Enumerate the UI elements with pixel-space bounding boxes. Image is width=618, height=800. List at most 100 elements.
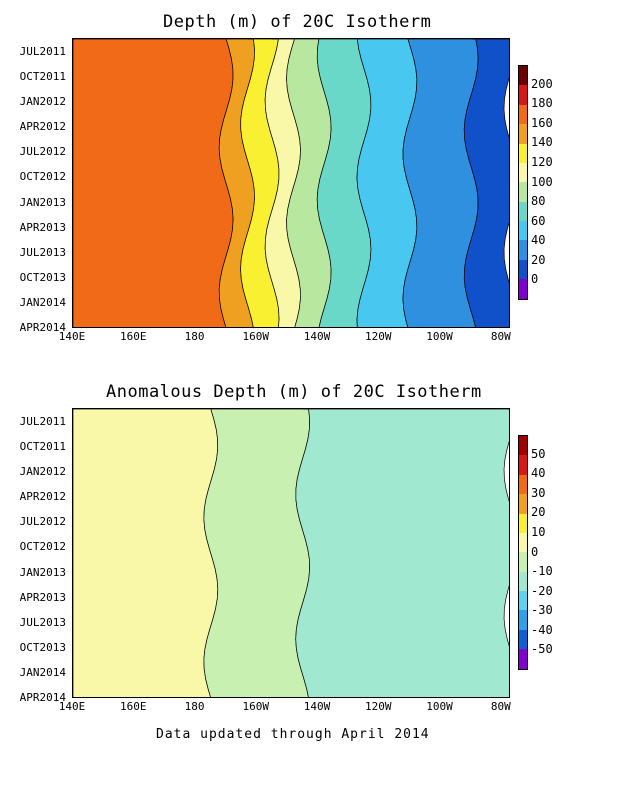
y-tick-label: APR2012: [19, 120, 66, 134]
x-tick-label: 160E: [120, 330, 147, 343]
colorbar-label: 60: [531, 213, 546, 228]
x-tick-label: 140W: [303, 330, 331, 343]
colorbar-label: 180: [531, 96, 553, 111]
chart-2-title: Anomalous Depth (m) of 20C Isotherm: [106, 382, 482, 402]
y-tick-label: OCT2011: [19, 70, 66, 84]
y-tick-label: JUL2012: [19, 515, 66, 529]
y-tick-label: OCT2013: [19, 640, 66, 654]
colorbar-swatch: [519, 124, 527, 144]
y-tick-label: JUL2011: [19, 415, 66, 428]
colorbar-swatch: [519, 513, 527, 533]
colorbar-swatch: [519, 182, 527, 202]
colorbar-label: 20: [531, 505, 546, 520]
contour-zone-0: [203, 409, 311, 697]
colorbar-label: 50: [531, 446, 546, 461]
x-tick-label: 140E: [58, 700, 86, 713]
chart-2-colorbar: [518, 435, 528, 670]
x-tick-label: 140E: [58, 330, 86, 343]
colorbar-label: 120: [531, 154, 553, 169]
colorbar-label: -20: [531, 583, 553, 598]
contour-zone--10: [295, 409, 509, 697]
colorbar-label: 20: [531, 252, 546, 267]
x-tick-label: 180: [184, 700, 205, 713]
y-tick-label: JAN2012: [19, 465, 66, 479]
colorbar-swatch: [519, 279, 527, 299]
colorbar-swatch: [519, 474, 527, 495]
y-tick-label: APR2012: [19, 490, 66, 504]
colorbar-swatch: [519, 221, 527, 241]
colorbar-swatch: [519, 162, 527, 183]
y-tick-label: JUL2011: [19, 45, 66, 58]
y-tick-label: JAN2014: [19, 295, 66, 309]
contour-zone-10: [73, 409, 219, 697]
colorbar-swatch: [519, 571, 527, 591]
colorbar-label: 100: [531, 174, 553, 189]
x-tick-label: 100W: [426, 330, 453, 343]
colorbar-swatch: [519, 104, 527, 125]
y-tick-label: JAN2014: [19, 665, 66, 679]
x-tick-label: 80W: [490, 330, 511, 343]
y-tick-label: OCT2011: [19, 440, 66, 454]
colorbar-label: 200: [531, 76, 553, 91]
data-update-note: Data updated through April 2014: [156, 727, 430, 742]
chart-2-field: [73, 409, 509, 697]
colorbar-swatch: [519, 240, 527, 260]
colorbar-label: 160: [531, 115, 553, 130]
y-tick-label: APR2014: [19, 321, 66, 334]
colorbar-label: 80: [531, 194, 546, 209]
contour-zone-20: [463, 39, 509, 327]
x-tick-label: 120W: [365, 330, 392, 343]
colorbar-label: 0: [531, 272, 539, 287]
colorbar-swatch: [519, 552, 527, 572]
y-tick-label: APR2014: [19, 691, 66, 704]
chart-1-title: Depth (m) of 20C Isotherm: [163, 12, 432, 32]
colorbar-swatch: [519, 436, 527, 456]
y-tick-label: JAN2013: [19, 565, 66, 579]
chart-1-plot-area: [72, 38, 510, 328]
colorbar-label: 40: [531, 466, 546, 481]
colorbar-swatch: [519, 629, 527, 650]
y-tick-label: JUL2012: [19, 145, 66, 159]
colorbar-swatch: [519, 259, 527, 280]
colorbar-swatch: [519, 201, 527, 221]
contour-zone-180: [73, 39, 234, 327]
x-tick-label: 160E: [120, 700, 147, 713]
x-tick-label: 180: [184, 330, 205, 343]
x-tick-label: 120W: [365, 700, 392, 713]
colorbar-swatch: [519, 455, 527, 475]
colorbar-swatch: [519, 85, 527, 105]
y-tick-label: JUL2013: [19, 245, 66, 259]
colorbar-label: 10: [531, 524, 546, 539]
x-tick-label: 160W: [242, 330, 270, 343]
colorbar-swatch: [519, 649, 527, 669]
x-tick-label: 80W: [490, 700, 511, 713]
y-tick-label: OCT2012: [19, 170, 66, 184]
colorbar-swatch: [519, 591, 527, 611]
x-tick-label: 160W: [242, 700, 270, 713]
y-tick-label: OCT2012: [19, 540, 66, 554]
colorbar-label: 140: [531, 135, 553, 150]
colorbar-label: -40: [531, 622, 553, 637]
colorbar-label: 30: [531, 485, 546, 500]
y-tick-label: APR2013: [19, 220, 66, 234]
colorbar-swatch: [519, 66, 527, 86]
colorbar-swatch: [519, 532, 527, 553]
colorbar-swatch: [519, 494, 527, 514]
colorbar-label: 0: [531, 544, 539, 559]
y-tick-label: OCT2013: [19, 270, 66, 284]
colorbar-label: -30: [531, 603, 553, 618]
chart-1-field: [73, 39, 509, 327]
colorbar-label: 40: [531, 233, 546, 248]
x-tick-label: 100W: [426, 700, 453, 713]
colorbar-swatch: [519, 610, 527, 630]
colorbar-label: -50: [531, 642, 553, 657]
colorbar-swatch: [519, 143, 527, 163]
chart-2-plot-area: [72, 408, 510, 698]
y-tick-label: JAN2012: [19, 95, 66, 109]
y-tick-label: APR2013: [19, 590, 66, 604]
y-tick-label: JUL2013: [19, 615, 66, 629]
chart-1-colorbar: [518, 65, 528, 300]
y-tick-label: JAN2013: [19, 195, 66, 209]
colorbar-label: -10: [531, 564, 553, 579]
x-tick-label: 140W: [303, 700, 331, 713]
